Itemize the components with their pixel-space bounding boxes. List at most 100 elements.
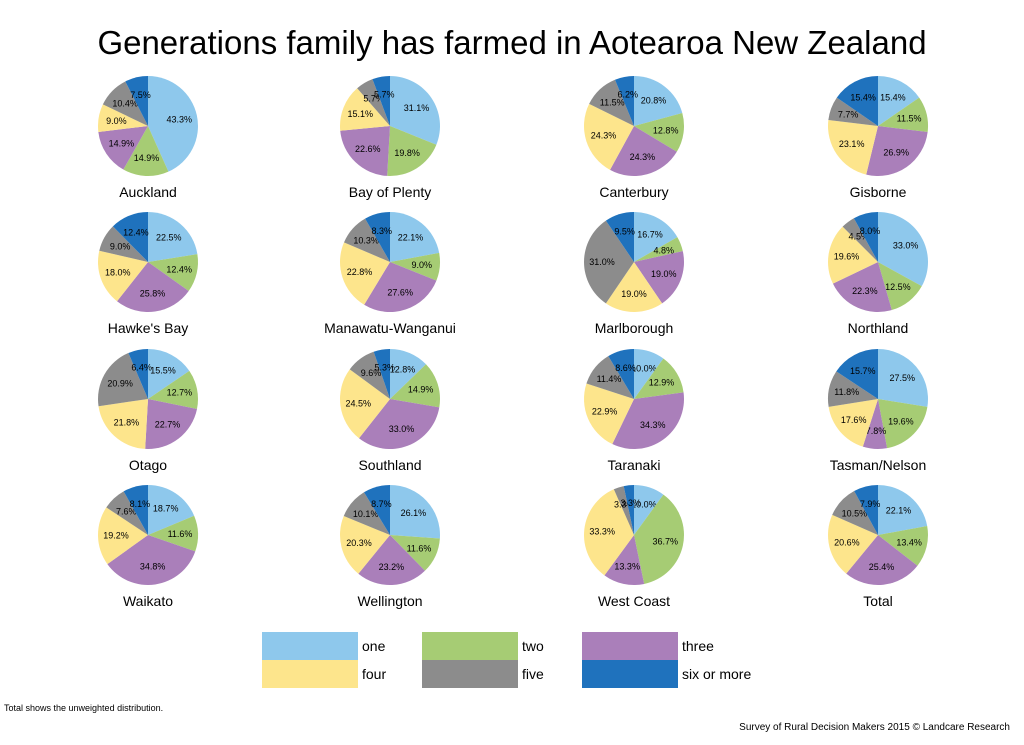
region-label: Southland [358, 457, 421, 473]
slice-value-label: 11.4% [597, 374, 622, 384]
region-label: Northland [848, 320, 909, 336]
slice-value-label: 14.9% [408, 385, 434, 395]
region-label: Total [863, 593, 893, 609]
credit: Survey of Rural Decision Makers 2015 © L… [739, 722, 1010, 733]
slice-value-label: 22.9% [592, 407, 618, 417]
pie-slice-five [343, 492, 390, 535]
pie-gisborne: 15.4% 11.5% 26.9% 23.1% 7.7% 15.4% Gisborne [828, 76, 928, 200]
pie-slice-five [106, 491, 148, 535]
pie-slice-two [123, 126, 169, 176]
pie-slice-one [634, 349, 664, 399]
pie-slice-four [98, 507, 148, 565]
slice-value-label: 22.7% [155, 419, 181, 429]
legend-label: three [682, 638, 714, 654]
pie-northland: 33.0% 12.5% 22.3% 19.6% 4.5%8.0% Northland [828, 211, 929, 336]
legend-swatch [582, 660, 678, 688]
pie-slice-five [589, 79, 634, 126]
pie-slice-one [634, 485, 664, 535]
slice-value-label: 26.9% [883, 147, 909, 157]
region-label: Waikato [123, 593, 173, 609]
slice-value-label: 7.9% [860, 499, 881, 509]
slice-value-label: 33.0% [893, 241, 919, 251]
pie-slice-one [148, 349, 190, 399]
slice-value-label: 24.3% [630, 152, 656, 162]
pie-slice-one [390, 349, 426, 399]
slice-value-label: 31.0% [589, 257, 615, 267]
slice-value-label: 7.6% [116, 507, 137, 517]
pie-slice-three [866, 126, 928, 176]
region-label: Auckland [119, 184, 177, 200]
pie-slice-four [828, 399, 878, 447]
region-label: Wellington [357, 593, 422, 609]
pie-slice-six-or-more [112, 212, 148, 262]
pie-slice-three [358, 535, 425, 586]
pie-slice-five [613, 486, 634, 535]
pie-slice-two [634, 113, 685, 152]
pie-slice-three [107, 535, 196, 585]
slice-value-label: 8.1% [130, 499, 151, 509]
pie-slice-four [340, 242, 390, 305]
pie-slice-six-or-more [123, 485, 148, 535]
pie-slice-five [832, 491, 878, 535]
pie-auckland: 43.3% 14.9% 14.9% 9.0% 10.4%7.5% Auckland [98, 76, 198, 200]
slice-value-label: 15.4% [880, 93, 906, 103]
slice-value-label: 7.7% [838, 110, 859, 120]
slice-value-label: 26.1% [401, 508, 427, 518]
slice-value-label: 7.5% [130, 90, 151, 100]
slice-value-label: 19.0% [621, 289, 647, 299]
pie-slice-four [98, 399, 148, 449]
slice-value-label: 15.1% [348, 109, 374, 119]
slice-value-label: 13.4% [896, 538, 922, 548]
legend-swatch [422, 632, 518, 660]
slice-value-label: 10.1% [353, 509, 379, 519]
slice-value-label: 20.8% [641, 96, 667, 106]
legend-swatch [422, 660, 518, 688]
slice-value-label: 4.8% [654, 245, 675, 255]
pie-manawatu-wanganui: 22.1% 9.0% 27.6% 22.8% 10.3%8.3% Manawatu-Wan… [324, 212, 456, 336]
pie-slice-four [827, 514, 878, 574]
slice-value-label: 22.3% [852, 286, 878, 296]
pie-slice-six-or-more [623, 485, 634, 535]
slice-value-label: 18.7% [153, 503, 179, 513]
slice-value-label: 20.9% [107, 378, 133, 388]
pie-slice-four [339, 369, 390, 439]
pie-slice-one [878, 349, 928, 407]
pie-slice-three [359, 399, 440, 450]
pie-west-coast: 10.0% 36.7% 13.3% 33.3% 3.3%3.3% West Coast [584, 485, 684, 609]
slice-value-label: 22.1% [886, 505, 912, 515]
slice-value-label: 10.4% [112, 99, 138, 109]
slice-value-label: 5.7% [374, 90, 395, 100]
legend-swatch [262, 660, 358, 688]
pie-slice-one [390, 485, 440, 539]
pie-slice-two [878, 97, 928, 132]
slice-value-label: 10.5% [842, 508, 868, 518]
slice-value-label: 8.7% [371, 499, 392, 509]
slice-value-label: 5.7% [363, 94, 384, 104]
pie-slice-two [878, 262, 922, 311]
slice-value-label: 9.5% [614, 226, 635, 236]
slice-value-label: 12.8% [653, 126, 679, 136]
pie-slice-five [97, 352, 148, 407]
region-label: Hawke's Bay [108, 320, 188, 336]
pie-slice-four [605, 262, 663, 312]
pie-slice-four [828, 226, 878, 284]
slice-value-label: 25.4% [869, 562, 895, 572]
pie-slice-five [357, 79, 390, 126]
slice-value-label: 12.7% [167, 388, 193, 398]
pie-slice-one [148, 76, 198, 172]
pie-slice-four [584, 489, 634, 576]
slice-value-label: 22.1% [398, 232, 424, 242]
slice-value-label: 22.8% [347, 267, 373, 277]
pie-slice-two [878, 526, 928, 566]
pie-slice-four [584, 383, 634, 445]
pie-slice-three [340, 126, 390, 176]
pie-slice-four [98, 250, 148, 302]
slice-value-label: 24.5% [346, 398, 372, 408]
slice-value-label: 12.5% [885, 282, 911, 292]
pie-slice-six-or-more [372, 76, 390, 126]
pie-slice-four [828, 120, 878, 175]
slice-value-label: 12.9% [649, 378, 675, 388]
slice-value-label: 9.6% [361, 368, 382, 378]
pie-slice-five [828, 371, 878, 407]
slice-value-label: 10.0% [631, 500, 657, 510]
